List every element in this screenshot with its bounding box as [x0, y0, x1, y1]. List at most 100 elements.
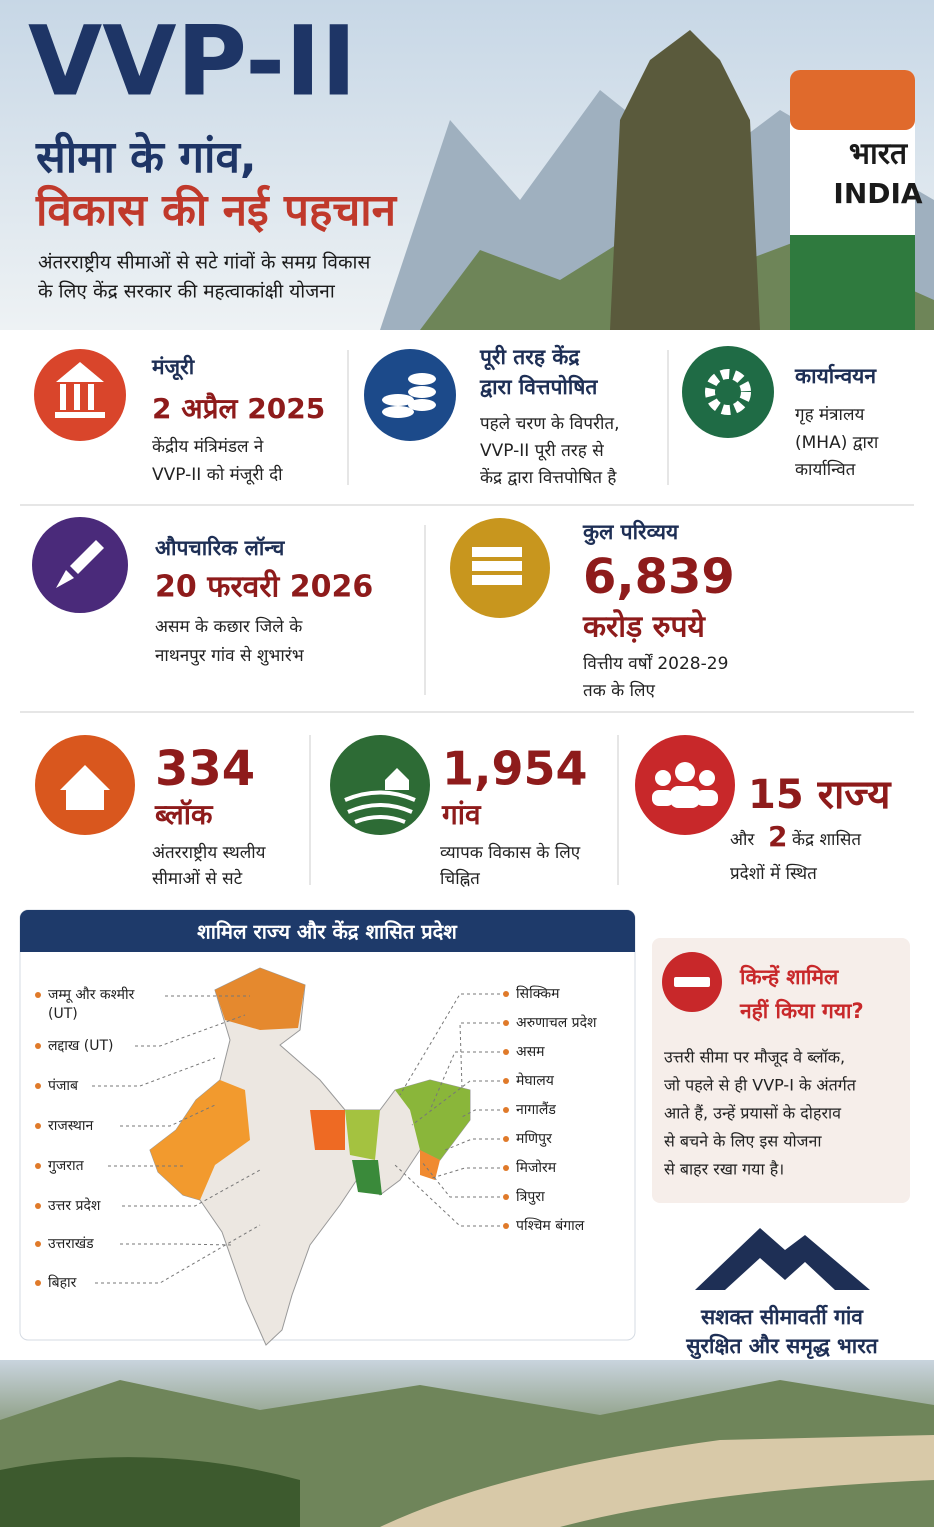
footer-text: सुरक्षित और समृद्ध भारत: [685, 1333, 879, 1360]
card-text: (MHA) द्वारा: [795, 433, 879, 453]
card-text: कार्यान्वित: [795, 459, 856, 480]
leader-lines: [92, 993, 500, 1284]
stat-value: 334: [155, 741, 255, 797]
card-text: केंद्रीय मंत्रिमंडल ने: [152, 436, 264, 457]
icon-minus: [674, 977, 710, 987]
map-label: (UT): [48, 1006, 78, 1022]
stat-text: और: [730, 829, 755, 850]
map-label: लद्दाख (UT): [48, 1038, 114, 1054]
map-title: शामिल राज्य और केंद्र शासित प्रदेश: [197, 920, 458, 944]
map-region: [395, 1080, 470, 1160]
map-label: राजस्थान: [48, 1118, 93, 1134]
soldier: [610, 30, 760, 330]
map-label: गुजरात: [48, 1158, 85, 1174]
trees: [0, 1457, 300, 1527]
icon-house: [60, 765, 110, 810]
map-region: [310, 1110, 345, 1150]
card-text: तक के लिए: [583, 680, 656, 701]
map-label: पंजाब: [48, 1078, 79, 1094]
card-text: केंद्र द्वारा वित्तपोषित है: [480, 467, 617, 488]
stat-text: व्यापक विकास के लिए: [440, 842, 581, 863]
subtitle: विकास की नई पहचान: [35, 184, 398, 236]
stat-ut-count: 2: [768, 820, 787, 853]
mountain-icon: [695, 1228, 870, 1290]
card-text: नाथनपुर गांव से शुभारंभ: [155, 645, 305, 666]
icon-building: [55, 362, 105, 418]
highlights: मंजूरी 2 अप्रैल 2025 केंद्रीय मंत्रिमंडल…: [20, 344, 914, 713]
map-label: मणिपुर: [516, 1130, 552, 1147]
icon-people: [652, 762, 718, 808]
card-value: 20 फरवरी 2026: [155, 569, 373, 605]
map-label: मिजोरम: [516, 1159, 557, 1176]
stat-text: अंतरराष्ट्रीय स्थलीय: [152, 842, 267, 863]
card-text: पहले चरण के विपरीत,: [480, 413, 619, 434]
map-label: बिहार: [48, 1274, 77, 1291]
stat-text: सीमाओं से सटे: [152, 868, 243, 889]
exclusion-text: उत्तरी सीमा पर मौजूद वे ब्लॉक,: [664, 1048, 845, 1068]
card-text: वित्तीय वर्षों 2028-29: [583, 653, 728, 674]
map-region: [215, 968, 305, 1030]
pillar-text: INDIA: [833, 177, 923, 210]
card-unit: करोड़ रुपये: [582, 609, 707, 645]
pillar-green: [790, 235, 915, 330]
stat-text: केंद्र शासित: [792, 829, 861, 850]
map-region: [420, 1150, 440, 1180]
icon-fields: [344, 790, 416, 824]
icon: [635, 735, 735, 835]
stat-text: चिह्नित: [440, 868, 480, 889]
card-value: 6,839: [583, 549, 735, 605]
card-text: VVP-II पूरी तरह से: [480, 440, 604, 461]
card-heading: कुल परिव्यय: [582, 519, 679, 546]
card-value: 2 अप्रैल 2025: [152, 392, 325, 425]
map-region: [345, 1110, 380, 1160]
map-label: उत्तर प्रदेश: [48, 1197, 101, 1214]
footer-text: सशक्त सीमावर्ती गांव: [700, 1304, 864, 1329]
title: VVP-II: [28, 5, 357, 117]
exclusion-text: से बाहर रखा गया है।: [664, 1160, 784, 1179]
card-heading: औपचारिक लॉन्च: [155, 535, 286, 560]
exclusion-text: आते हैं, उन्हें प्रयासों के दोहराव: [664, 1104, 842, 1123]
map-label: जम्मू और कश्मीर: [48, 986, 135, 1003]
map-label: त्रिपुरा: [516, 1188, 545, 1205]
card-text: गृह मंत्रालय: [795, 405, 865, 425]
card-heading: मंजूरी: [151, 354, 196, 381]
map-label: अरुणाचल प्रदेश: [516, 1014, 597, 1031]
stat-unit: गांव: [441, 798, 482, 831]
icon: [330, 735, 430, 835]
footer: सशक्त सीमावर्ती गांव सुरक्षित और समृद्ध …: [0, 1228, 934, 1527]
map-panel: शामिल राज्य और केंद्र शासित प्रदेश जम्मू…: [19, 909, 636, 1346]
label-dots: [35, 991, 509, 1286]
map-label: पश्चिम बंगाल: [516, 1217, 585, 1234]
stats: 334 ब्लॉक अंतरराष्ट्रीय स्थलीय सीमाओं से…: [35, 735, 892, 889]
exclusion-box: किन्हें शामिल नहीं किया गया? उत्तरी सीमा…: [652, 938, 910, 1203]
card-text: असम के कछार जिले के: [155, 616, 303, 637]
stat-value: 1,954: [442, 742, 588, 796]
stat-text: प्रदेशों में स्थित: [730, 863, 817, 884]
map-label: मेघालय: [516, 1072, 555, 1089]
card-text: VVP-II को मंजूरी दी: [152, 464, 283, 485]
stat-value: 15 राज्य: [748, 772, 892, 818]
icon-cash: [472, 547, 522, 585]
description: के लिए केंद्र सरकार की महत्वाकांक्षी योज…: [38, 280, 336, 303]
exclusion-heading: किन्हें शामिल: [739, 964, 839, 989]
icon-coins: [382, 373, 436, 418]
map-label: नागालैंड: [516, 1101, 556, 1118]
icon-rocket: [56, 540, 104, 588]
exclusion-bg: [652, 938, 910, 1203]
pillar-text: भारत: [849, 137, 909, 172]
exclusion-text: जो पहले से ही VVP-I के अंतर्गत: [664, 1076, 857, 1095]
map-label: सिक्किम: [516, 985, 560, 1002]
icon: [682, 346, 774, 438]
exclusion-text: से बचने के लिए इस योजना: [664, 1132, 822, 1151]
stat-unit: ब्लॉक: [154, 798, 214, 831]
river: [380, 1435, 934, 1527]
map-label: उत्तराखंड: [48, 1236, 94, 1252]
icon-gear: [705, 369, 751, 415]
map-region: [352, 1160, 382, 1195]
pillar-saffron: [790, 70, 915, 130]
subtitle: सीमा के गांव,: [35, 131, 257, 183]
header: भारत INDIA VVP-II सीमा के गांव, विकास की…: [0, 0, 934, 330]
map-region: [150, 1080, 250, 1200]
exclusion-heading: नहीं किया गया?: [739, 998, 864, 1023]
